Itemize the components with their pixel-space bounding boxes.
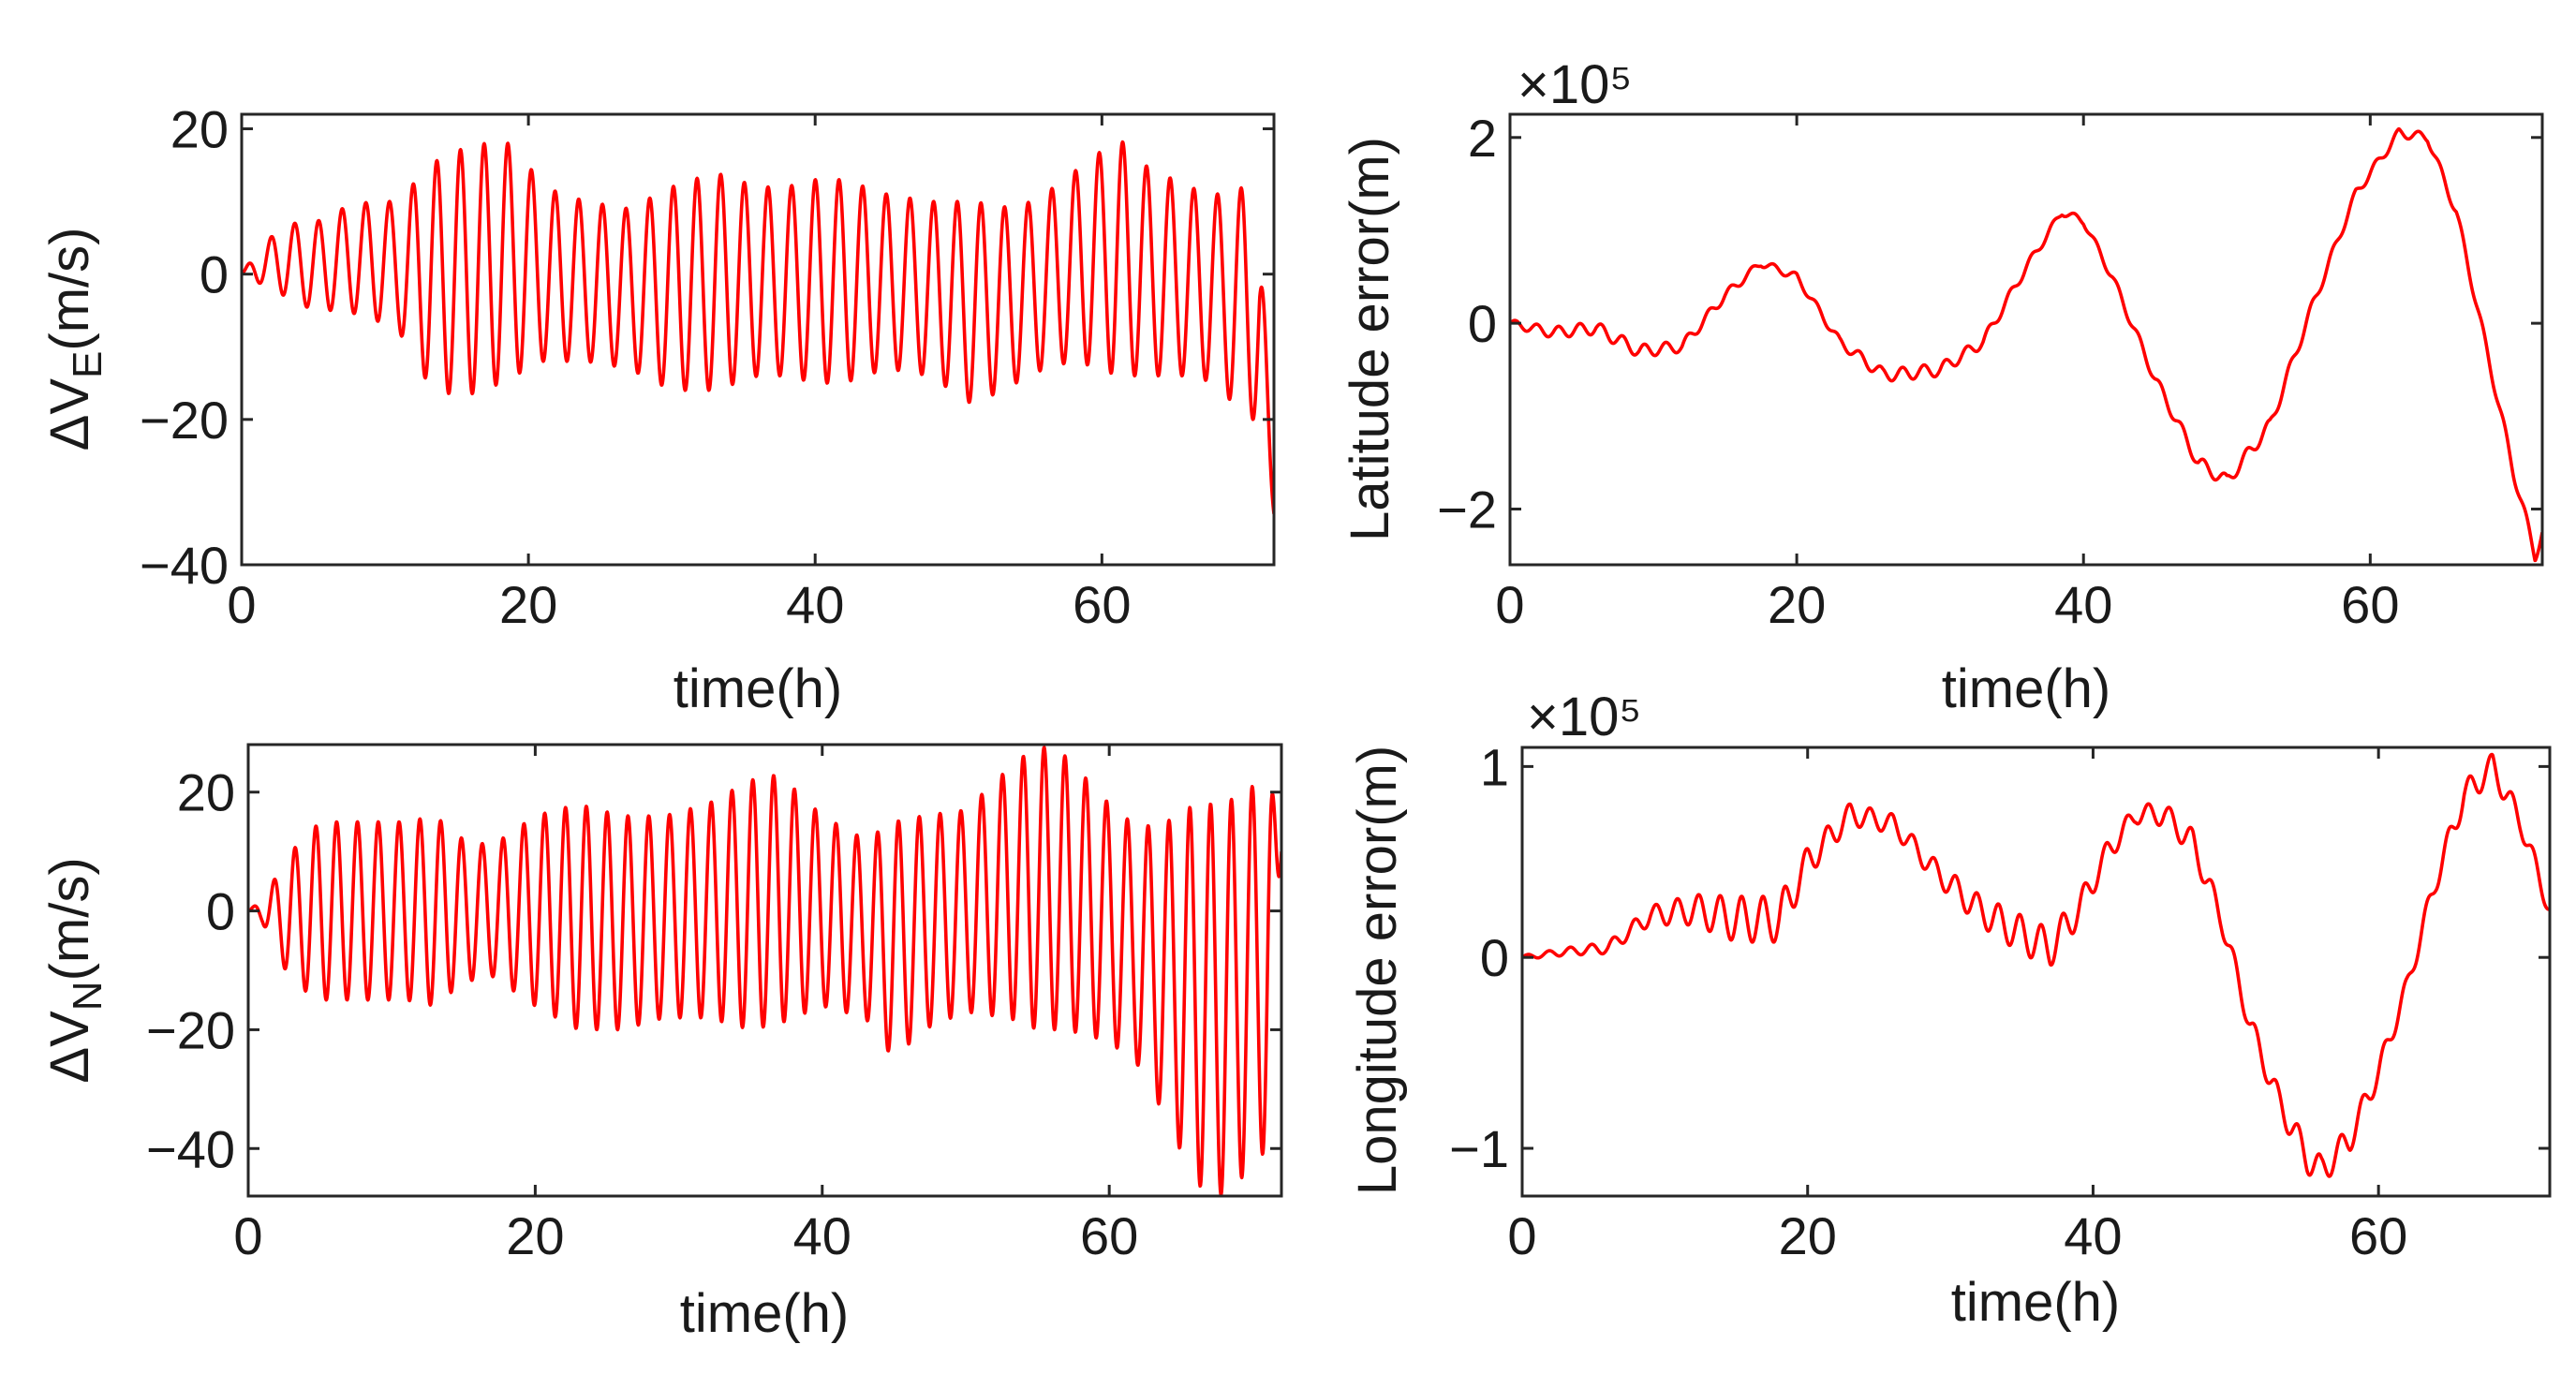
dvn-y-label-main: ΔV: [39, 1011, 100, 1084]
panel-dvn: 0 20 40 60 −40 −20 0 20 time(h) ΔVN(m/s): [39, 743, 1283, 1344]
lon-series-line: [1522, 752, 2550, 1178]
lon-ytick-label: 1: [1480, 737, 1509, 796]
panel-dve: 0 20 40 60 −40 −20 0 20 time(h) ΔVE(m/s): [39, 100, 1276, 719]
lon-series-layer: [1522, 752, 2550, 1178]
lat-series-layer: [1510, 126, 2542, 563]
lon-ytick-label: 0: [1480, 928, 1509, 987]
dvn-y-axis-label: ΔVN(m/s): [39, 857, 111, 1083]
dvn-ticks-layer: 0 20 40 60 −40 −20 0 20: [146, 745, 1281, 1265]
lon-xtick-label: 20: [1779, 1206, 1837, 1265]
lon-y-axis-label: Longitude error(m): [1347, 746, 1408, 1195]
dvn-series-layer: [248, 746, 1281, 1196]
dve-ytick-label: −40: [140, 536, 229, 595]
lon-axes-box: [1520, 746, 2552, 1198]
lat-xtick-label: 20: [1768, 575, 1826, 634]
lon-ticks-layer: 0 20 40 60 −1 0 1: [1449, 737, 2550, 1265]
dve-y-label-unit: (m/s): [39, 228, 100, 351]
dvn-y-label-unit: (m/s): [39, 857, 100, 981]
dve-ytick-label: −20: [140, 391, 229, 450]
lat-ticks-layer: 0 20 40 60 −2 0 2: [1437, 109, 2542, 634]
dve-y-axis-label: ΔVE(m/s): [39, 228, 111, 451]
dve-ytick-label: 0: [200, 245, 229, 304]
lon-exponent-label: ×10⁵: [1527, 687, 1641, 747]
dvn-series-line: [248, 746, 1281, 1196]
dve-x-axis-label: time(h): [674, 658, 842, 719]
lat-xtick-label: 40: [2054, 575, 2112, 634]
lat-x-axis-label: time(h): [1942, 658, 2110, 719]
dve-y-label-main: ΔV: [39, 378, 100, 451]
dvn-ytick-label: −20: [146, 1000, 235, 1059]
dvn-axes-box: [246, 743, 1283, 1198]
lat-ytick-label: 0: [1468, 294, 1497, 353]
panel-longitude: 0 20 40 60 −1 0 1 ×10⁵ Longitude error(m) time…: [1347, 687, 2552, 1333]
dve-xtick-label: 40: [786, 575, 844, 634]
lat-xtick-label: 0: [1495, 575, 1524, 634]
dvn-x-axis-label: time(h): [680, 1283, 849, 1344]
dve-ytick-label: 20: [170, 100, 229, 159]
dvn-xtick-label: 60: [1080, 1206, 1138, 1265]
lat-ytick-label: −2: [1437, 480, 1497, 539]
dvn-xtick-label: 20: [506, 1206, 564, 1265]
dvn-xtick-label: 40: [793, 1206, 851, 1265]
lon-xtick-label: 40: [2064, 1206, 2122, 1265]
lon-x-axis-label: time(h): [1951, 1272, 2120, 1333]
dve-series-layer: [242, 140, 1274, 514]
lon-xtick-label: 60: [2349, 1206, 2407, 1265]
lat-y-axis-label: Latitude error(m): [1340, 137, 1400, 541]
lat-xtick-label: 60: [2341, 575, 2399, 634]
lon-ytick-label: −1: [1449, 1119, 1509, 1178]
dvn-y-label-subscript: N: [65, 981, 111, 1011]
lat-ytick-label: 2: [1468, 109, 1497, 168]
lat-axes-box: [1508, 112, 2544, 567]
dve-y-label-subscript: E: [65, 351, 111, 378]
dvn-ytick-label: 20: [177, 763, 235, 822]
lat-series-line: [1510, 126, 2542, 563]
dve-ticks-layer: 0 20 40 60 −40 −20 0 20: [140, 100, 1274, 634]
panel-latitude: 0 20 40 60 −2 0 2 ×10⁵ time(h) Latitude error(…: [1340, 54, 2544, 719]
dvn-xtick-label: 0: [233, 1206, 262, 1265]
dve-series-line: [242, 140, 1274, 514]
dve-xtick-label: 0: [227, 575, 256, 634]
dvn-ytick-label: −40: [146, 1119, 235, 1178]
dve-axes-box: [240, 112, 1276, 567]
dve-xtick-label: 60: [1073, 575, 1131, 634]
lon-xtick-label: 0: [1507, 1206, 1536, 1265]
lat-exponent-label: ×10⁵: [1517, 54, 1632, 115]
dvn-ytick-label: 0: [206, 882, 235, 941]
dve-xtick-label: 20: [499, 575, 557, 634]
